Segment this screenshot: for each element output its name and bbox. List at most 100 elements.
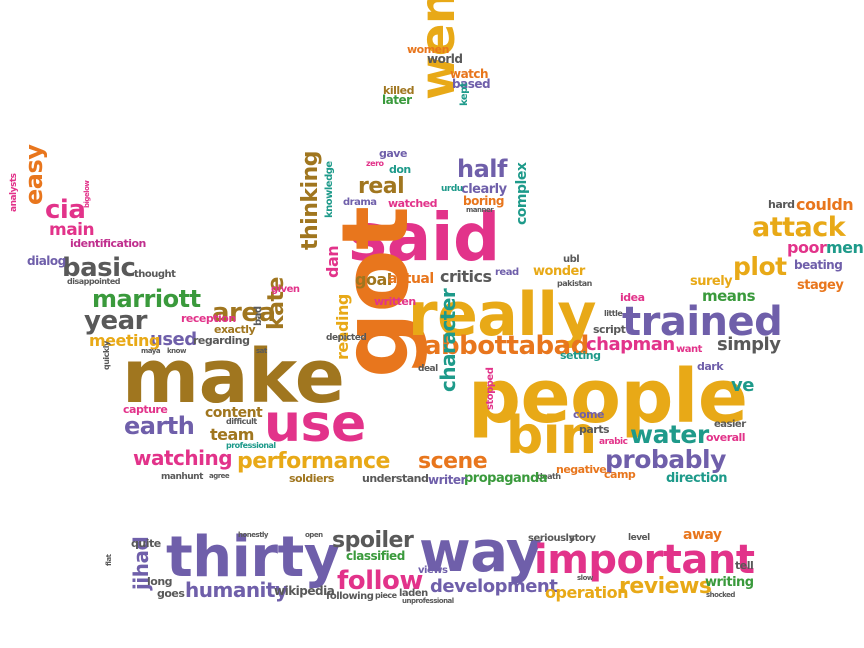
cloud-word: killed — [383, 84, 414, 97]
cloud-word: boring — [463, 194, 505, 208]
cloud-word: disappointed — [67, 277, 121, 286]
cloud-word: following — [326, 591, 374, 602]
cloud-word: capture — [123, 403, 168, 416]
cloud-word: pakistan — [557, 279, 592, 288]
cloud-word: based — [452, 77, 491, 91]
cloud-word: simply — [717, 334, 781, 355]
cloud-word: dark — [697, 360, 724, 373]
cloud-word: thought — [134, 269, 176, 280]
cloud-word: stopped — [485, 367, 496, 410]
cloud-word: manhunt — [161, 472, 203, 482]
cloud-word: dan — [323, 245, 342, 278]
cloud-word: main — [49, 220, 95, 240]
cloud-word: negative — [556, 463, 607, 476]
cloud-word: watching — [133, 446, 233, 470]
cloud-word: long — [147, 575, 173, 588]
cloud-word: soldiers — [289, 472, 334, 485]
cloud-word: thinking — [298, 151, 323, 250]
cloud-word: shocked — [706, 591, 735, 599]
cloud-word: scene — [418, 449, 488, 474]
cloud-word: come — [573, 408, 605, 421]
cloud-word: flat — [105, 554, 113, 566]
cloud-word: stagey — [797, 278, 844, 293]
cloud-word: actual — [388, 271, 434, 287]
cloud-word: water — [630, 420, 709, 449]
cloud-word: manner — [466, 206, 494, 214]
cloud-word: depicted — [326, 333, 367, 343]
cloud-word: direction — [666, 471, 728, 486]
cloud-word: probably — [605, 445, 726, 474]
cloud-word: script — [593, 323, 626, 336]
cloud-word: urdu — [441, 184, 463, 194]
cloud-word: goal — [355, 270, 392, 289]
cloud-word: laden — [399, 588, 428, 599]
cloud-word: given — [271, 284, 300, 295]
cloud-word: attack — [752, 212, 846, 243]
cloud-word: deal — [418, 364, 438, 374]
cloud-word: trained — [622, 299, 783, 345]
cloud-word: watch — [450, 67, 489, 81]
cloud-word: way — [419, 520, 542, 585]
cloud-word: hard — [768, 198, 795, 211]
cloud-word: slow — [577, 574, 593, 582]
cloud-word: later — [382, 93, 412, 107]
cloud-word: character — [436, 288, 460, 392]
cloud-word: level — [628, 533, 650, 543]
cloud-word: people — [468, 354, 748, 440]
cloud-word: propaganda — [464, 471, 548, 486]
cloud-word: used — [150, 329, 197, 350]
cloud-word: views — [418, 565, 448, 576]
cloud-word: ve — [731, 375, 754, 396]
cloud-word: piece — [375, 591, 397, 600]
cloud-word: read — [495, 267, 519, 278]
cloud-word: operation — [545, 583, 629, 602]
cloud-word: year — [84, 306, 147, 336]
cloud-word: plot — [733, 252, 787, 281]
cloud-word: parts — [579, 423, 610, 436]
cloud-word: arabic — [599, 437, 628, 447]
cloud-word: content — [205, 405, 263, 421]
cloud-word: quite — [131, 537, 161, 550]
cloud-word: setting — [560, 349, 601, 362]
cloud-word: men — [826, 238, 864, 257]
cloud-word: bigelow — [83, 180, 91, 208]
cloud-word: ubl — [563, 254, 580, 265]
cloud-word: complex — [514, 162, 530, 225]
cloud-word: make — [122, 334, 345, 420]
cloud-word: beating — [794, 258, 843, 272]
cloud-word: don — [389, 163, 411, 176]
cloud-word: knowledge — [324, 161, 335, 218]
cloud-word: humanity — [185, 578, 288, 602]
cloud-word: easier — [714, 419, 746, 430]
cloud-word: reading — [333, 294, 352, 360]
cloud-word: tell — [735, 559, 754, 572]
cloud-word: unprofessional — [402, 597, 454, 605]
cloud-word: meeting — [89, 331, 160, 350]
cloud-word: important — [534, 537, 755, 583]
cloud-word: sat — [256, 347, 267, 355]
cloud-word: wonder — [533, 264, 585, 279]
cloud-word: story — [569, 533, 596, 544]
cloud-word: quickly — [102, 341, 111, 370]
cloud-word: performance — [237, 449, 390, 474]
cloud-word: drama — [343, 197, 377, 208]
cloud-word: reviews — [619, 574, 712, 599]
cloud-word: camp — [604, 468, 636, 481]
cloud-word: thirty — [166, 525, 340, 590]
cloud-word: idea — [620, 291, 645, 304]
cloud-word: maya — [141, 347, 161, 355]
cloud-word: easy — [20, 144, 48, 205]
cloud-word: follow — [337, 566, 423, 596]
cloud-word: watched — [388, 197, 438, 210]
cloud-word: kept — [459, 82, 470, 106]
cloud-word: area — [212, 298, 276, 328]
cloud-word: want — [676, 344, 702, 355]
cloud-word: difficult — [226, 417, 257, 426]
cloud-word: dialog — [27, 254, 66, 268]
cloud-word: women — [407, 43, 449, 56]
cloud-word: agree — [209, 472, 230, 480]
cloud-word: means — [702, 287, 756, 305]
cloud-word: understand — [362, 472, 429, 485]
cloud-word: reception — [181, 312, 236, 325]
